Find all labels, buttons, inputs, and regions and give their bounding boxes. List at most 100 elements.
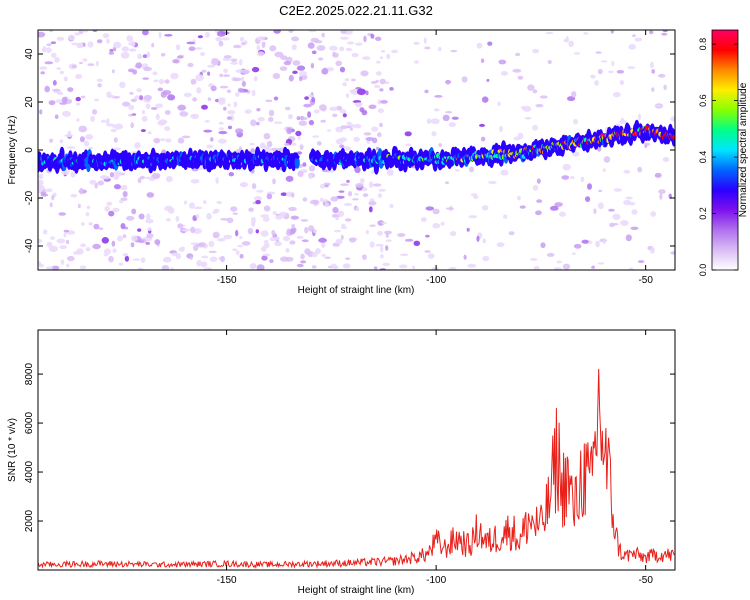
- spectrogram-noise-blob: [104, 248, 111, 255]
- spectrogram-noise-blob: [434, 95, 443, 98]
- spectrogram-x-tick-label: -100: [426, 275, 446, 286]
- snr-y-tick-label: 6000: [24, 412, 35, 435]
- spectrogram-noise-blob: [106, 201, 113, 206]
- spectrogram-noise-blob: [300, 219, 309, 222]
- spectrogram-noise-blob: [250, 119, 257, 127]
- spectrogram-noise-blob: [344, 218, 352, 222]
- spectrogram-noise-blob: [137, 177, 142, 184]
- spectrogram-noise-blob: [188, 46, 196, 51]
- spectrogram-noise-blob: [235, 92, 240, 97]
- spectrogram-noise-blob: [45, 266, 54, 270]
- spectrogram-noise-blob: [649, 30, 654, 35]
- spectrogram-noise-blob: [482, 238, 487, 244]
- spectrogram-noise-blob: [323, 182, 331, 186]
- spectrogram-noise-blob: [312, 135, 320, 138]
- spectrogram-noise-blob: [46, 241, 53, 248]
- spectrogram-noise-blob: [375, 243, 384, 247]
- spectrogram-noise-blob: [135, 62, 143, 69]
- spectrogram-noise-blob: [142, 30, 149, 36]
- spectrogram-noise-blob: [161, 265, 170, 270]
- spectrogram-noise-blob: [446, 207, 454, 210]
- spectrogram-noise-blob: [432, 223, 441, 229]
- spectrogram-noise-blob: [304, 226, 309, 234]
- spectrogram-noise-blob: [470, 193, 478, 197]
- spectrogram-noise-blob: [307, 42, 315, 49]
- spectrogram-noise-blob: [368, 104, 377, 110]
- spectrogram-noise-blob: [140, 257, 146, 263]
- spectrogram-noise-blob: [546, 252, 555, 257]
- spectrogram-noise-blob: [228, 172, 234, 177]
- spectrogram-noise-blob: [286, 228, 291, 234]
- snr-x-label: Height of straight line (km): [298, 585, 415, 596]
- spectrogram-noise-blob: [300, 260, 307, 264]
- spectrogram-noise-blob: [253, 76, 258, 82]
- spectrogram-noise-blob: [335, 217, 340, 221]
- spectrogram-noise-blob: [217, 30, 226, 37]
- spectrogram-noise-blob: [532, 184, 539, 191]
- spectrogram-noise-blob: [500, 71, 509, 76]
- spectrogram-noise-blob: [620, 117, 625, 121]
- spectrogram-noise-blob: [255, 190, 264, 193]
- spectrogram-noise-blob: [55, 99, 64, 104]
- colorbar-tick-label: 0.6: [698, 94, 708, 107]
- spectrogram-noise-blob: [316, 45, 326, 51]
- spectrogram-noise-blob: [536, 199, 543, 203]
- spectrogram-noise-blob: [233, 44, 242, 49]
- spectrogram-noise-blob: [308, 165, 316, 172]
- spectrogram-noise-blob: [198, 166, 205, 171]
- spectrogram-noise-blob: [337, 210, 345, 218]
- spectrogram-noise-blob: [351, 52, 359, 58]
- spectrogram-noise-blob: [339, 46, 345, 52]
- spectrogram-noise-blob: [130, 242, 135, 248]
- snr-series-line: [38, 368, 675, 570]
- spectrogram-noise-blob: [486, 78, 490, 82]
- spectrogram-noise-blob: [573, 52, 581, 55]
- spectrogram-noise-blob: [263, 242, 270, 249]
- spectrogram-noise-blob: [321, 242, 326, 248]
- spectrogram-noise-blob: [87, 146, 94, 150]
- spectrogram-noise-blob: [308, 119, 315, 126]
- spectrogram-noise-blob: [40, 193, 49, 197]
- spectrogram-noise-blob: [535, 104, 544, 108]
- spectrogram-noise-blob: [82, 58, 88, 62]
- spectrogram-noise-blob: [196, 243, 206, 248]
- spectrogram-noise-blob: [74, 32, 81, 36]
- spectrogram-noise-blob: [379, 78, 386, 85]
- spectrogram-noise-blob: [608, 208, 615, 212]
- spectrogram-noise-blob: [238, 58, 243, 66]
- spectrogram-noise-blob: [296, 235, 304, 240]
- spectrogram-noise-blob: [79, 61, 83, 65]
- spectrogram-noise-blob: [644, 142, 651, 146]
- spectrogram-noise-blob: [338, 190, 345, 193]
- spectrogram-noise-blob: [670, 251, 675, 255]
- spectrogram-noise-blob: [508, 231, 515, 236]
- spectrogram-noise-blob: [609, 222, 615, 228]
- spectrogram-noise-blob: [92, 30, 98, 33]
- spectrogram-noise-blob: [167, 94, 176, 101]
- spectrogram-noise-blob: [256, 108, 261, 112]
- spectrogram-noise-blob: [593, 208, 597, 214]
- snr-panel: -150 -100 -50 2000 4000 6000 8000 Height of s…: [7, 329, 676, 596]
- spectrogram-noise-blob: [118, 262, 124, 266]
- spectrogram-noise-blob: [347, 41, 355, 45]
- spectrogram-noise-blob: [611, 60, 615, 67]
- spectrogram-noise-blob: [59, 139, 64, 144]
- spectrogram-noise-blob: [423, 37, 427, 44]
- spectrogram-noise-blob: [239, 236, 243, 239]
- spectrogram-noise-blob: [218, 127, 225, 131]
- spectrogram-noise-blob: [360, 70, 369, 77]
- spectrogram-noise-blob: [342, 82, 348, 87]
- spectrogram-noise-blob: [463, 254, 467, 260]
- spectrogram-noise-blob: [100, 119, 107, 123]
- spectrogram-noise-blob: [284, 143, 290, 146]
- spectrogram-noise-blob: [219, 73, 223, 78]
- spectrogram-noise-blob: [311, 251, 318, 258]
- spectrogram-noise-blob: [241, 70, 250, 75]
- spectrogram-noise-blob: [143, 66, 153, 72]
- spectrogram-noise-blob: [79, 187, 84, 195]
- spectrogram-noise-blob: [339, 109, 347, 114]
- spectrogram-noise-blob: [556, 260, 562, 264]
- spectrogram-noise-blob: [341, 223, 346, 228]
- spectrogram-noise-blob: [299, 144, 304, 150]
- spectrogram-noise-blob: [38, 238, 43, 244]
